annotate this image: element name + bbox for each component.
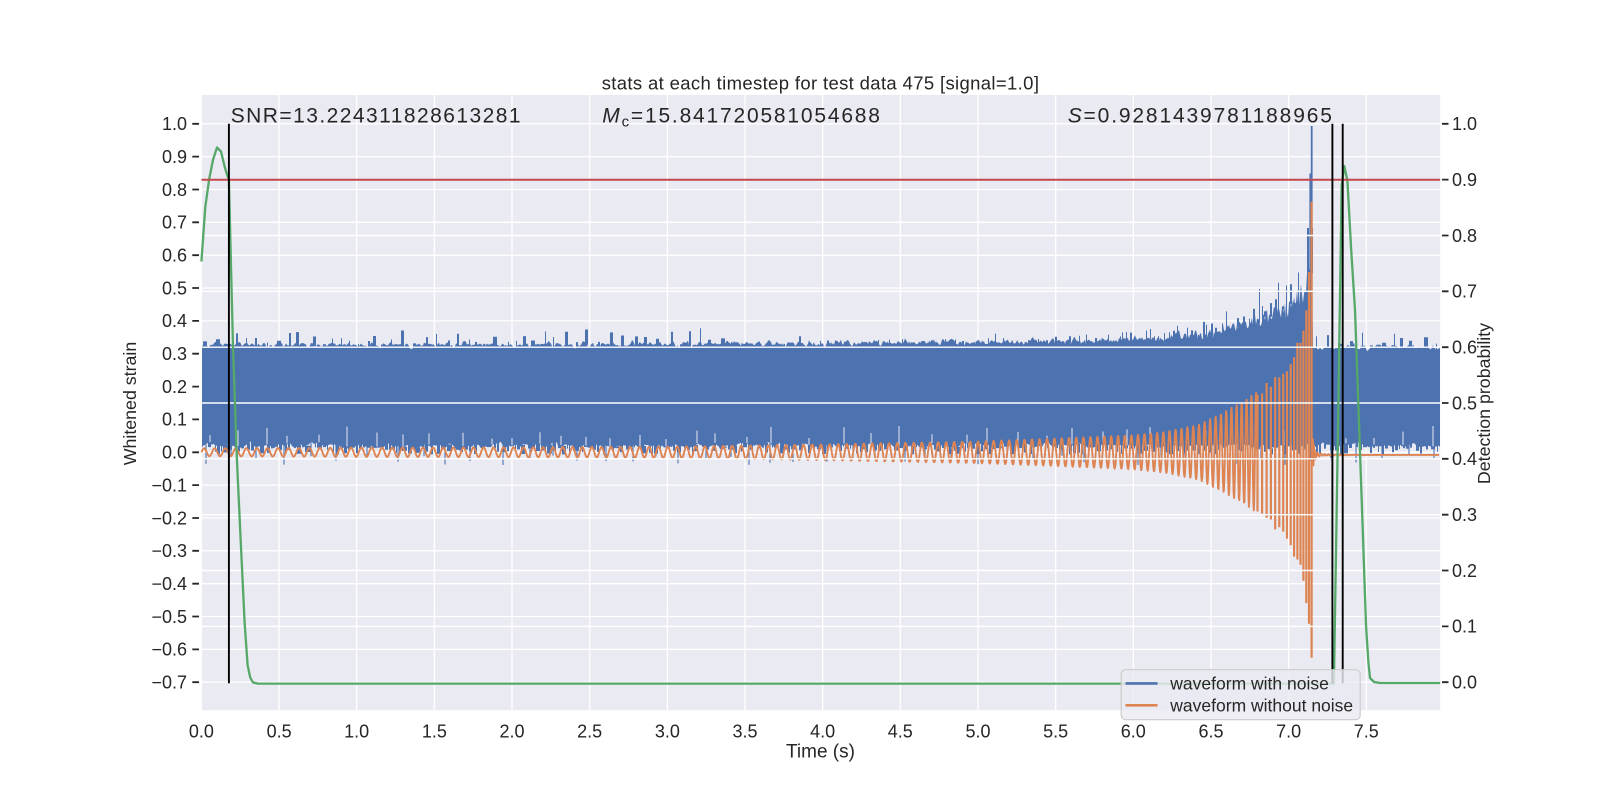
svg-text:1.0: 1.0 <box>344 722 369 742</box>
svg-text:0.7: 0.7 <box>162 213 187 233</box>
svg-text:Mc=15.841720581054688: Mc=15.841720581054688 <box>602 104 881 130</box>
svg-text:6.5: 6.5 <box>1198 722 1223 742</box>
svg-text:Detection probability: Detection probability <box>1474 323 1494 484</box>
svg-text:0.9: 0.9 <box>162 147 187 167</box>
svg-text:0.3: 0.3 <box>162 344 187 364</box>
svg-text:4.5: 4.5 <box>888 722 913 742</box>
svg-text:2.0: 2.0 <box>499 722 524 742</box>
svg-text:SNR=13.224311828613281: SNR=13.224311828613281 <box>231 104 522 127</box>
svg-text:0.5: 0.5 <box>1452 393 1477 413</box>
svg-text:−0.3: −0.3 <box>151 541 187 561</box>
svg-text:0.4: 0.4 <box>1452 449 1477 469</box>
svg-text:−0.4: −0.4 <box>151 574 187 594</box>
svg-text:0.8: 0.8 <box>1452 226 1477 246</box>
svg-text:1.0: 1.0 <box>1452 114 1477 134</box>
svg-text:Time (s): Time (s) <box>786 742 855 763</box>
svg-text:1.0: 1.0 <box>162 114 187 134</box>
svg-text:2.5: 2.5 <box>577 722 602 742</box>
svg-text:waveform with noise: waveform with noise <box>1169 674 1329 694</box>
svg-text:0.3: 0.3 <box>1452 505 1477 525</box>
svg-text:−0.2: −0.2 <box>151 508 187 528</box>
svg-text:Whitened strain: Whitened strain <box>120 342 140 466</box>
svg-text:7.0: 7.0 <box>1276 722 1301 742</box>
svg-text:0.0: 0.0 <box>1452 673 1477 693</box>
svg-text:1.5: 1.5 <box>422 722 447 742</box>
svg-text:0.1: 0.1 <box>1452 617 1477 637</box>
svg-text:0.1: 0.1 <box>162 410 187 430</box>
svg-text:3.0: 3.0 <box>655 722 680 742</box>
svg-text:0.4: 0.4 <box>162 311 187 331</box>
svg-text:5.0: 5.0 <box>965 722 990 742</box>
svg-text:4.0: 4.0 <box>810 722 835 742</box>
svg-text:waveform without noise: waveform without noise <box>1169 696 1353 716</box>
svg-text:0.5: 0.5 <box>162 278 187 298</box>
svg-text:0.5: 0.5 <box>267 722 292 742</box>
svg-text:0.9: 0.9 <box>1452 170 1477 190</box>
svg-text:−0.6: −0.6 <box>151 640 187 660</box>
svg-text:3.5: 3.5 <box>732 722 757 742</box>
svg-text:stats at each timestep for tes: stats at each timestep for test data 475… <box>602 73 1040 94</box>
svg-text:−0.7: −0.7 <box>151 673 187 693</box>
svg-text:5.5: 5.5 <box>1043 722 1068 742</box>
svg-text:6.0: 6.0 <box>1121 722 1146 742</box>
svg-text:0.6: 0.6 <box>162 246 187 266</box>
svg-text:0.7: 0.7 <box>1452 282 1477 302</box>
svg-text:0.2: 0.2 <box>162 377 187 397</box>
svg-text:0.2: 0.2 <box>1452 561 1477 581</box>
svg-text:0.0: 0.0 <box>189 722 214 742</box>
svg-text:0.6: 0.6 <box>1452 338 1477 358</box>
svg-text:−0.5: −0.5 <box>151 607 187 627</box>
svg-text:0.8: 0.8 <box>162 180 187 200</box>
svg-text:S=0.9281439781188965: S=0.9281439781188965 <box>1068 104 1334 127</box>
svg-text:−0.1: −0.1 <box>151 475 187 495</box>
svg-text:7.5: 7.5 <box>1354 722 1379 742</box>
svg-text:0.0: 0.0 <box>162 443 187 463</box>
